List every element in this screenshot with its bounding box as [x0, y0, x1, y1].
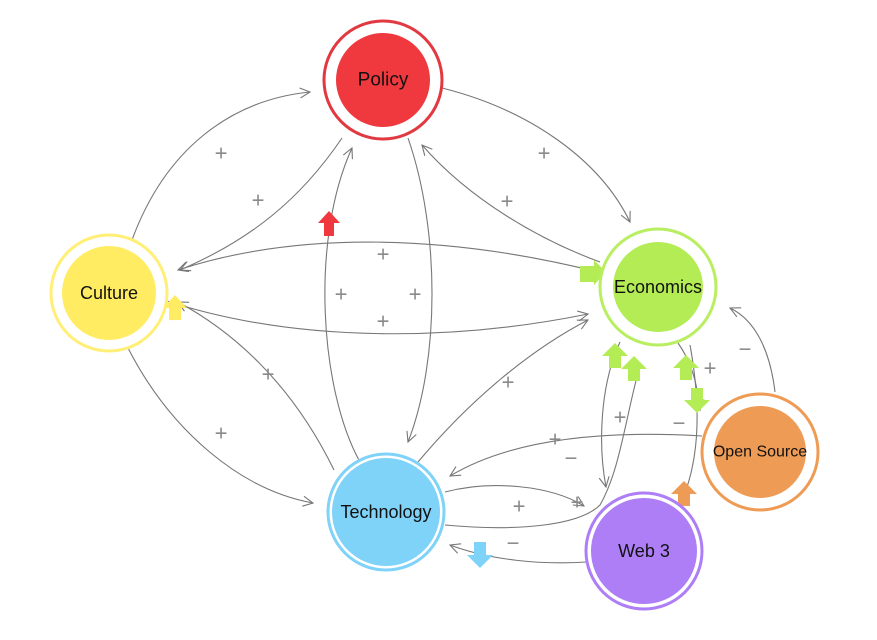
blue-down-arrow-icon	[467, 542, 493, 568]
edge-culture-economics	[163, 299, 588, 335]
edge-technology-economics-2	[444, 364, 641, 529]
sign-plus: +	[252, 188, 265, 213]
sign-plus: +	[215, 421, 228, 446]
sign-plus: +	[614, 405, 627, 430]
node-economics-core	[613, 242, 703, 332]
sign-plus: +	[571, 490, 584, 515]
edge-technology-economics	[417, 320, 588, 463]
edge-policy-economics	[441, 87, 630, 222]
sign-plus: +	[377, 242, 390, 267]
sign-plus: +	[215, 141, 228, 166]
node-open-source[interactable]: Open Source	[700, 392, 820, 512]
node-economics[interactable]: Economics	[598, 227, 718, 347]
node-economics-label: Economics	[614, 277, 702, 297]
sign-plus: +	[704, 356, 717, 381]
edge-technology-culture	[178, 302, 335, 471]
node-culture-core	[62, 246, 156, 340]
node-policy-core	[336, 33, 430, 127]
green-up-arrow-icon-2	[621, 356, 647, 381]
edge-policy-culture	[180, 137, 343, 270]
green-up-arrow-icon-1	[602, 343, 628, 368]
sign-plus: +	[538, 141, 551, 166]
sign-minus: −	[739, 337, 752, 362]
sign-plus: +	[513, 494, 526, 519]
edge-opensource-economics	[730, 308, 776, 393]
direction-arrows	[163, 211, 710, 568]
node-web3-label: Web 3	[618, 541, 670, 561]
edges	[127, 87, 776, 564]
edge-economics-policy	[422, 145, 601, 263]
edge-opensource-technology	[450, 433, 703, 476]
node-policy-label: Policy	[358, 70, 409, 91]
edge-culture-technology	[127, 347, 313, 503]
edge-technology-web3	[444, 485, 584, 506]
node-open-source-label: Open Source	[713, 444, 807, 461]
orange-up-arrow-icon	[671, 481, 697, 506]
node-culture-label: Culture	[80, 283, 138, 303]
sign-plus: +	[502, 370, 515, 395]
green-up-arrow-icon-3	[673, 355, 699, 380]
sign-plus: +	[549, 427, 562, 452]
edge-technology-policy	[324, 148, 361, 463]
node-culture[interactable]: Culture	[49, 233, 169, 353]
node-technology-core	[332, 458, 440, 566]
green-down-arrow-icon	[684, 388, 710, 413]
sign-minus: −	[507, 531, 520, 556]
sign-minus: −	[673, 411, 686, 436]
sign-plus: +	[377, 309, 390, 334]
edge-web3-technology	[450, 545, 588, 564]
red-up-arrow-icon	[318, 211, 340, 236]
sign-minus: −	[565, 446, 578, 471]
sign-plus: +	[335, 282, 348, 307]
node-open-source-core	[714, 406, 806, 498]
node-policy[interactable]: Policy	[322, 19, 444, 141]
edge-culture-policy	[131, 92, 310, 241]
yellow-up-arrow-icon	[163, 295, 187, 320]
sign-plus: +	[409, 282, 422, 307]
node-technology-label: Technology	[340, 502, 431, 522]
node-web3[interactable]: Web 3	[584, 491, 704, 611]
edge-economics-culture	[178, 241, 599, 273]
sign-plus: +	[501, 189, 514, 214]
node-technology[interactable]: Technology	[326, 452, 446, 572]
edge-policy-technology	[408, 137, 433, 442]
node-web3-core	[591, 498, 697, 604]
sign-plus: +	[262, 362, 275, 387]
polarity-signs: + + + + + + + + + + + + + + + + − − − −	[215, 141, 752, 556]
